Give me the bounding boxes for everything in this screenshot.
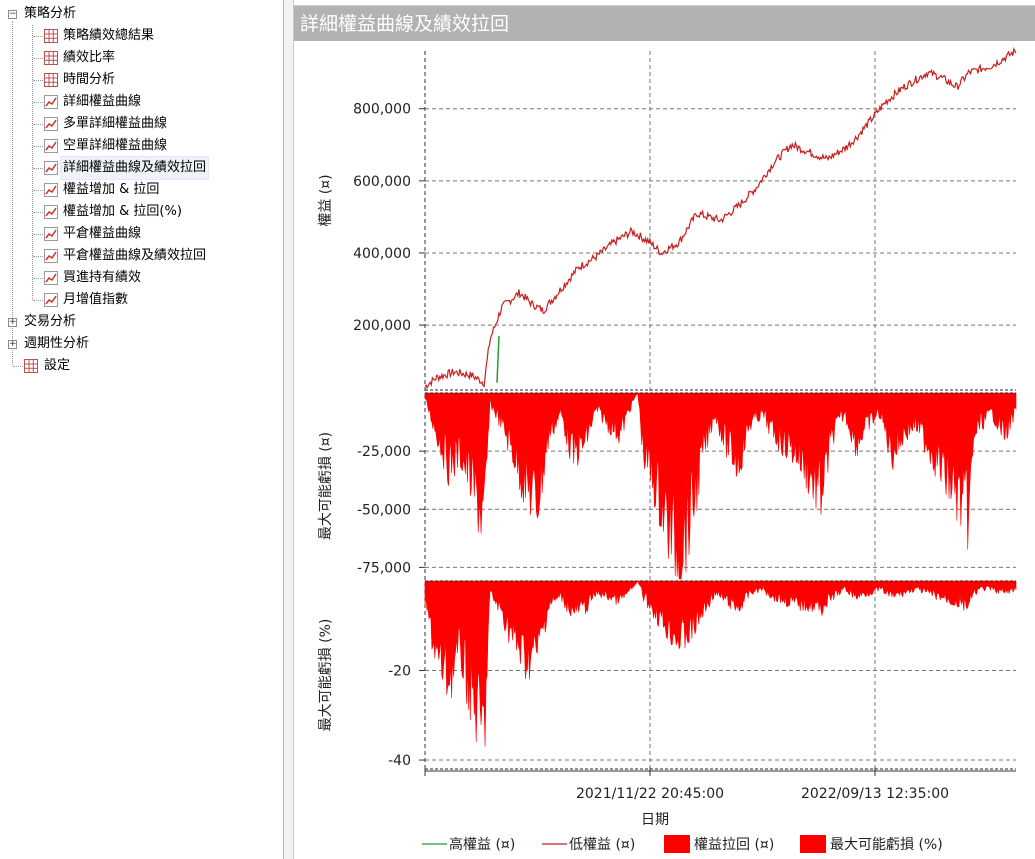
panel-splitter[interactable] <box>284 0 294 859</box>
tree-root-label: 策略分析 <box>24 6 77 21</box>
tree-root-settings[interactable]: 設定 <box>0 355 280 377</box>
tree-item[interactable]: 權益增加 & 拉回 <box>0 179 280 201</box>
tree-item[interactable]: 策略績效總結果 <box>0 25 280 47</box>
tree-item[interactable]: 空單詳細權益曲線 <box>0 135 280 157</box>
tree-item-label: 空單詳細權益曲線 <box>63 138 168 153</box>
y-tick-label: -75,000 <box>357 560 411 576</box>
y-tick-label: 600,000 <box>353 174 411 190</box>
x-tick-label: 2021/11/22 20:45:00 <box>576 786 724 802</box>
table-icon <box>44 51 58 65</box>
line-chart-icon <box>44 205 58 219</box>
tree-connector <box>33 168 43 169</box>
equity-drawdown-chart[interactable]: 200,000 400,000 600,000 800,000 權益 (¤) -25,00… <box>294 41 1035 859</box>
tree-connector <box>32 25 33 300</box>
tree-connector <box>33 146 43 147</box>
tree-connector <box>33 212 43 213</box>
table-icon <box>44 73 58 87</box>
tree-item[interactable]: 績效比率 <box>0 47 280 69</box>
x-tick-label: 2022/09/13 12:35:00 <box>801 786 949 802</box>
y-tick-label: -20 <box>388 664 411 680</box>
legend-swatch-box <box>800 835 826 853</box>
panel-title: 詳細權益曲線及績效拉回 <box>294 5 1035 41</box>
legend-label: 低權益 (¤) <box>569 837 635 853</box>
tree-item[interactable]: 權益增加 & 拉回(%) <box>0 201 280 223</box>
tree-root-periodic-analysis[interactable]: + 週期性分析 <box>0 333 280 355</box>
tree-connector <box>33 102 43 103</box>
line-chart-icon <box>44 293 58 307</box>
y-tick-label: -50,000 <box>357 502 411 518</box>
line-chart-icon <box>44 139 58 153</box>
tree-item[interactable]: 詳細權益曲線 <box>0 91 280 113</box>
tree-connector <box>33 278 43 279</box>
tree-connector <box>33 36 43 37</box>
tree-item-label: 月增值指數 <box>63 292 129 307</box>
tree-item-label: 平倉權益曲線 <box>63 226 142 241</box>
line-chart-icon <box>44 271 58 285</box>
tree-connector <box>33 300 43 301</box>
tree-connector <box>33 234 43 235</box>
tree-connector <box>13 366 23 367</box>
tree-root-strategy-analysis[interactable]: − 策略分析 <box>0 3 280 25</box>
tree-root-label: 週期性分析 <box>24 336 90 351</box>
tree-item-label: 權益增加 & 拉回 <box>63 182 160 197</box>
y-tick-label: -25,000 <box>357 444 411 460</box>
tree-item[interactable]: 月增值指數 <box>0 289 280 311</box>
tree-item[interactable]: 多單詳細權益曲線 <box>0 113 280 135</box>
legend-label: 權益拉回 (¤) <box>694 837 774 853</box>
line-chart-icon <box>44 249 58 263</box>
line-chart-icon <box>44 117 58 131</box>
y-axis-label: 最大可能虧損 (¤) <box>318 432 334 540</box>
tree-item-label: 時間分析 <box>63 72 116 87</box>
y-axis-label: 權益 (¤) <box>318 174 334 226</box>
high-equity-series-line <box>496 335 500 383</box>
tree-item-label: 設定 <box>44 358 71 373</box>
chart-legend: 高權益 (¤) 低權益 (¤) 權益拉回 (¤) 最大可能虧損 (%) <box>422 835 943 853</box>
tree-connector <box>33 58 43 59</box>
tree-connector <box>33 190 43 191</box>
analysis-tree: − 策略分析 策略績效總結果 績效比率時間分析詳細權益曲線多單詳細權益曲線 空單詳細… <box>0 0 284 859</box>
table-icon <box>44 29 58 43</box>
tree-item-label: 詳細權益曲線 <box>63 94 142 109</box>
tree-item-label: 策略績效總結果 <box>63 28 155 43</box>
drawdown-percent-area <box>424 580 1017 747</box>
chart-panel: 詳細權益曲線及績效拉回 200,000 400,000 600,000 800,000… <box>294 0 1035 859</box>
tree-item-label: 詳細權益曲線及績效拉回 <box>59 156 210 180</box>
tree-item-label: 績效比率 <box>63 50 116 65</box>
tree-connector <box>33 256 43 257</box>
line-chart-icon <box>44 161 58 175</box>
line-chart-icon <box>44 183 58 197</box>
tree-item[interactable]: 時間分析 <box>0 69 280 91</box>
legend-swatch-box <box>664 835 690 853</box>
expand-toggle[interactable]: + <box>8 317 17 327</box>
line-chart-icon <box>44 227 58 241</box>
tree-item[interactable]: 平倉權益曲線及績效拉回 <box>0 245 280 267</box>
tree-item[interactable]: 平倉權益曲線 <box>0 223 280 245</box>
table-icon <box>24 359 38 373</box>
y-tick-label: 400,000 <box>353 246 411 262</box>
collapse-toggle[interactable]: − <box>8 9 17 19</box>
tree-item-label: 買進持有績效 <box>63 270 142 285</box>
tree-item-label: 平倉權益曲線及績效拉回 <box>63 248 207 263</box>
y-tick-label: 800,000 <box>353 102 411 118</box>
y-axis-label: 最大可能虧損 (%) <box>318 619 334 732</box>
y-tick-label: -40 <box>388 753 411 769</box>
drawdown-amount-area <box>424 392 1017 580</box>
legend-label: 最大可能虧損 (%) <box>830 837 943 853</box>
tree-item[interactable]: 詳細權益曲線及績效拉回 <box>0 156 280 180</box>
legend-label: 高權益 (¤) <box>449 836 515 853</box>
low-equity-series-line <box>424 46 1017 390</box>
line-chart-icon <box>44 95 58 109</box>
tree-connector <box>33 124 43 125</box>
tree-root-label: 交易分析 <box>24 314 77 329</box>
tree-item[interactable]: 買進持有績效 <box>0 267 280 289</box>
expand-toggle[interactable]: + <box>8 339 17 349</box>
tree-item-label: 權益增加 & 拉回(%) <box>63 204 182 219</box>
y-tick-label: 200,000 <box>353 318 411 334</box>
tree-item-label: 多單詳細權益曲線 <box>63 116 168 131</box>
x-axis-label: 日期 <box>641 812 669 828</box>
tree-connector <box>12 21 13 365</box>
tree-root-trade-analysis[interactable]: + 交易分析 <box>0 311 280 333</box>
tree-connector <box>33 80 43 81</box>
